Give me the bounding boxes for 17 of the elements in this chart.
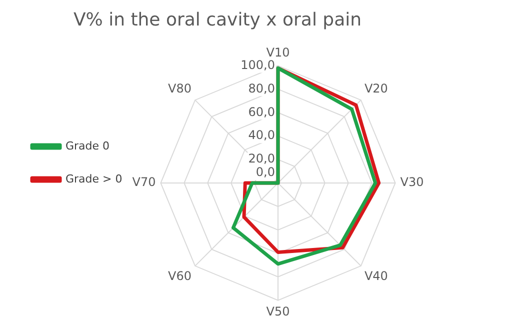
legend-label: Grade > 0 [66,172,122,186]
spoke-label: V80 [168,81,192,96]
spoke-label: V10 [266,46,290,60]
y-tick-label: 40,0 [248,128,275,142]
spoke-label: V30 [400,175,424,190]
spoke-label: V20 [364,81,388,96]
spoke-label: V40 [364,268,388,283]
spoke-label: V60 [168,268,192,283]
y-tick-label: 100,0 [240,58,275,72]
spoke-label: V50 [266,304,290,319]
y-tick-label: 0,0 [256,165,275,180]
spoke-label: V70 [132,175,156,190]
y-tick-label: 60,0 [248,104,275,119]
y-tick-label: 20,0 [248,152,275,166]
legend-label: Grade 0 [66,139,110,152]
chart-title: V% in the oral cavity x oral pain [73,9,362,30]
y-tick-label: 80,0 [248,81,275,96]
